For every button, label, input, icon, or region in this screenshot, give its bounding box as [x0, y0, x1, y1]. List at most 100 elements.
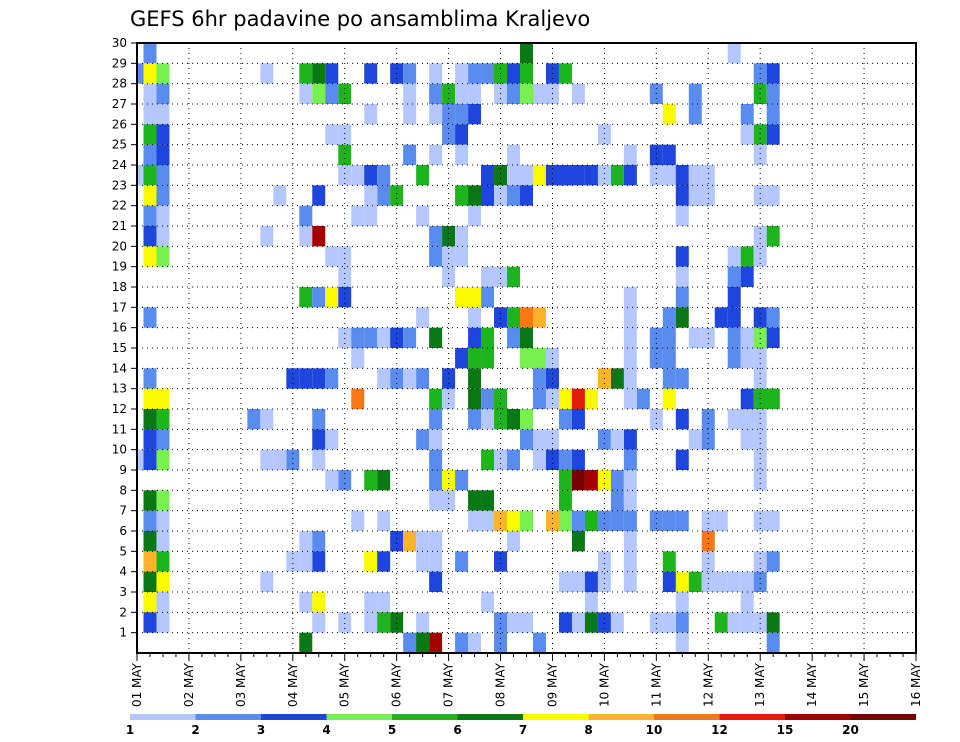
precip-cell	[753, 571, 767, 592]
precip-cell	[520, 612, 533, 633]
precip-cell	[156, 612, 170, 633]
precip-cell	[143, 409, 157, 430]
precip-cell	[662, 551, 676, 572]
precip-cell	[137, 63, 144, 84]
colorbar-swatch	[326, 714, 392, 720]
precip-cell	[753, 510, 767, 531]
precip-cell	[143, 307, 157, 328]
y-tick-label: 6	[119, 524, 127, 538]
x-tick-label: 16 MAY	[909, 662, 923, 707]
x-tick-label: 14 MAY	[805, 662, 819, 707]
precip-cell	[662, 144, 676, 165]
y-tick-label: 30	[112, 36, 127, 50]
precip-cell	[610, 470, 624, 491]
precip-cell	[675, 612, 689, 633]
precip-cell	[143, 83, 157, 104]
precip-cell	[143, 592, 157, 613]
precip-cell	[558, 63, 572, 84]
precip-cell	[156, 510, 170, 531]
precip-cell	[429, 470, 443, 491]
precip-cell	[520, 429, 533, 450]
precip-cell	[299, 226, 313, 247]
precip-cell	[429, 83, 443, 104]
x-tick-label: 01 MAY	[130, 662, 144, 707]
precip-cell	[623, 307, 637, 328]
precip-cell	[597, 571, 611, 592]
precip-cell	[143, 449, 157, 470]
precip-cell	[623, 449, 637, 470]
precip-cell	[688, 104, 702, 125]
precip-cell	[403, 63, 417, 84]
precip-cell	[481, 409, 495, 430]
precip-cell	[377, 612, 391, 633]
precip-cell	[156, 83, 170, 104]
precip-cell	[156, 226, 170, 247]
colorbar-label: 12	[711, 723, 728, 737]
precip-cell	[597, 470, 611, 491]
precip-cell	[442, 124, 456, 145]
precip-cell	[156, 551, 170, 572]
precip-cell	[351, 348, 365, 369]
colorbar: 1 2 3 4 5 6 7 8 10 12 15 20	[126, 714, 916, 737]
precip-cell	[675, 165, 689, 186]
precip-cell	[571, 531, 585, 552]
precip-cell	[156, 246, 170, 267]
precip-cell	[675, 185, 689, 206]
precip-cell	[688, 165, 702, 186]
precip-cell	[545, 510, 559, 531]
precip-cell	[610, 510, 624, 531]
precip-cell	[584, 571, 598, 592]
precip-cell	[623, 287, 637, 308]
precip-cell	[727, 287, 741, 308]
precip-cell	[701, 165, 715, 186]
colorbar-swatch	[457, 714, 523, 720]
precip-cell	[623, 348, 637, 369]
precip-cell	[481, 510, 495, 531]
precip-cell	[494, 409, 508, 430]
precip-cell	[312, 551, 326, 572]
precip-cell	[584, 510, 598, 531]
precip-cell	[520, 510, 533, 531]
precip-cell	[753, 307, 767, 328]
precip-cell	[364, 165, 378, 186]
y-tick-label: 7	[119, 504, 127, 518]
colorbar-swatch	[850, 714, 916, 720]
x-tick-label: 10 MAY	[597, 662, 611, 707]
precip-cell	[571, 409, 585, 430]
precip-cell	[143, 551, 157, 572]
precip-cell	[143, 63, 157, 84]
precip-cell	[143, 104, 157, 125]
precip-cell	[364, 205, 378, 226]
precip-cell	[468, 287, 482, 308]
precip-cell	[766, 612, 780, 633]
precip-cell	[143, 368, 157, 389]
precip-cell	[364, 551, 378, 572]
precip-cell	[403, 632, 417, 653]
precip-cell	[740, 571, 754, 592]
precip-cell	[156, 104, 170, 125]
colorbar-swatch	[130, 714, 196, 720]
precip-cell	[623, 368, 637, 389]
precip-cell	[740, 388, 754, 409]
precip-cell	[753, 327, 767, 348]
precip-cell	[623, 571, 637, 592]
precip-cell	[740, 592, 754, 613]
precip-cell	[403, 327, 417, 348]
precip-cell	[377, 510, 391, 531]
precip-cell	[766, 83, 780, 104]
precip-cell	[156, 449, 170, 470]
y-tick-label: 25	[112, 138, 127, 152]
precip-cell	[727, 327, 741, 348]
precip-cell	[753, 409, 767, 430]
precip-cell	[740, 124, 754, 145]
precip-cell	[143, 388, 157, 409]
precip-cell	[558, 571, 572, 592]
precip-cell	[727, 266, 741, 287]
precip-cell	[299, 205, 313, 226]
precip-cell	[532, 368, 546, 389]
precip-cell	[455, 144, 469, 165]
precip-cell	[390, 327, 404, 348]
precip-cell	[584, 165, 598, 186]
x-tick-label: 09 MAY	[545, 662, 559, 707]
precip-cell	[143, 43, 157, 64]
